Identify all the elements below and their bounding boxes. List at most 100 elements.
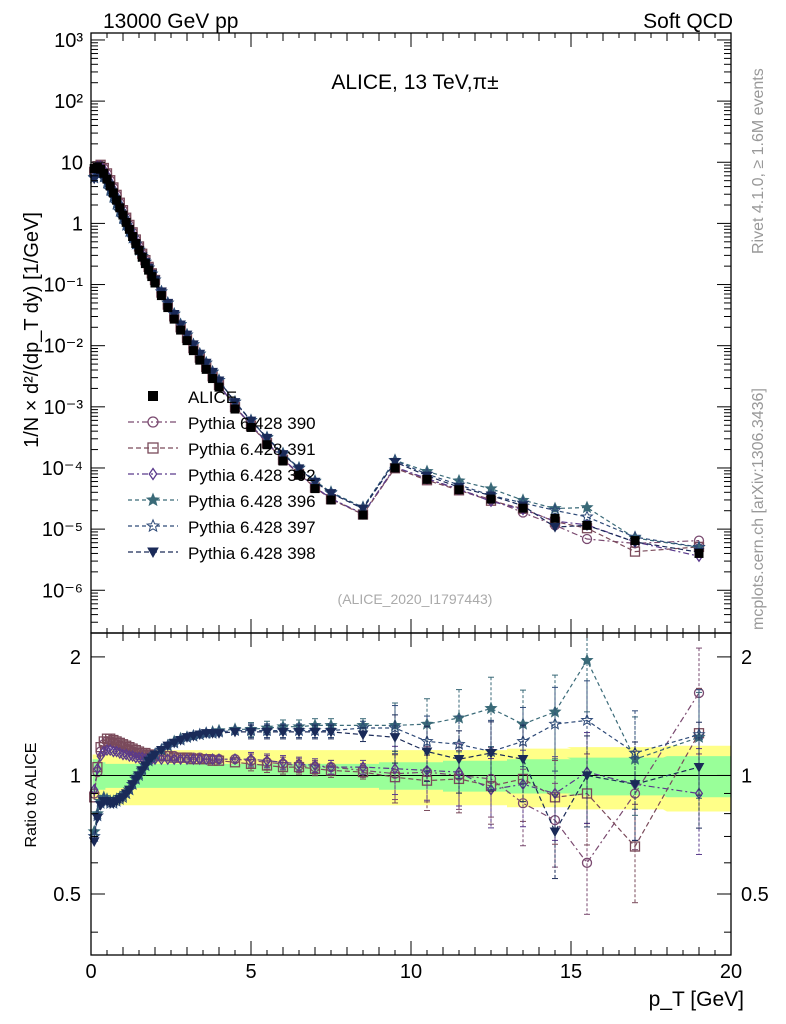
legend: ALICE Pythia 6.428 390 Pythia 6.428 391 Pyt… bbox=[128, 388, 316, 563]
ratio-point bbox=[230, 753, 240, 766]
series-point bbox=[293, 464, 305, 475]
ratio-point bbox=[156, 745, 167, 756]
ratio-point bbox=[277, 727, 289, 738]
legend-label: Pythia 6.428 390 bbox=[188, 414, 316, 433]
ratio-point bbox=[170, 753, 179, 766]
ratio-point bbox=[516, 734, 530, 748]
y-tick-label: 10⁻³ bbox=[44, 397, 84, 419]
x-tick-label: 5 bbox=[245, 961, 256, 983]
ratio-point bbox=[326, 761, 336, 774]
data-point bbox=[156, 291, 166, 301]
series-point bbox=[245, 416, 257, 427]
data-point bbox=[112, 195, 122, 205]
ratio-point bbox=[162, 741, 174, 752]
data-point bbox=[310, 484, 320, 494]
ratio-point bbox=[168, 738, 180, 749]
ratio-y-tick-label-right: 0.5 bbox=[741, 884, 769, 906]
ratio-point bbox=[176, 753, 185, 766]
y-tick-label: 10⁻⁵ bbox=[42, 519, 83, 541]
ratio-point bbox=[486, 783, 496, 796]
data-point bbox=[454, 485, 464, 495]
header-right: Soft QCD bbox=[643, 10, 733, 33]
ratio-point bbox=[131, 751, 140, 764]
ratio-point bbox=[581, 857, 593, 868]
ratio-point bbox=[188, 731, 199, 742]
series-point bbox=[309, 477, 321, 488]
data-point bbox=[294, 470, 304, 480]
data-point bbox=[358, 510, 368, 520]
data-point bbox=[99, 168, 109, 178]
ratio-point bbox=[453, 755, 465, 765]
legend-label: Pythia 6.428 391 bbox=[188, 440, 316, 459]
plot-title: ALICE, 13 TeV,π± bbox=[331, 71, 498, 94]
analysis-tag: (ALICE_2020_I1797443) bbox=[338, 591, 493, 607]
series-point bbox=[389, 457, 401, 468]
x-tick-label: 20 bbox=[720, 961, 742, 983]
ratio-point bbox=[261, 727, 273, 738]
legend-label: Pythia 6.428 392 bbox=[188, 466, 316, 485]
ratio-point bbox=[278, 756, 288, 769]
data-point bbox=[694, 548, 704, 558]
ratio-point bbox=[124, 785, 135, 796]
ratio-point bbox=[214, 753, 224, 766]
data-point bbox=[121, 217, 131, 227]
data-point bbox=[390, 463, 400, 473]
ratio-y-tick-label-right: 1 bbox=[741, 765, 752, 787]
ratio-point bbox=[92, 813, 103, 824]
ratio-point bbox=[189, 753, 198, 766]
y-tick-label: 10 bbox=[61, 152, 83, 174]
x-tick-label: 10 bbox=[400, 961, 422, 983]
legend-label-data: ALICE bbox=[188, 388, 237, 407]
main-panel: 10⁻⁶ 10⁻⁵ 10⁻⁴ 10⁻³ 10⁻² 10⁻¹ 1 10 10² 10³ bbox=[42, 30, 732, 634]
data-point bbox=[124, 224, 134, 234]
ratio-point bbox=[99, 745, 108, 758]
data-point bbox=[118, 210, 128, 220]
ratio-line bbox=[93, 719, 700, 837]
ratio-point bbox=[213, 729, 225, 739]
ratio-point bbox=[628, 746, 642, 759]
ratio-point bbox=[310, 759, 320, 772]
ratio-panel: 0 5 10 15 20 0.5 0.5 1 1 2 2 bbox=[53, 33, 769, 983]
data-point bbox=[150, 278, 160, 288]
series-point bbox=[549, 522, 561, 533]
data-point bbox=[182, 336, 192, 346]
data-point bbox=[326, 495, 336, 505]
ratio-point bbox=[325, 727, 337, 738]
data-point bbox=[246, 422, 256, 432]
ratio-point bbox=[309, 727, 321, 738]
series-point bbox=[168, 309, 180, 320]
legend-marker bbox=[147, 547, 159, 559]
ratio-point bbox=[175, 735, 186, 746]
legend-marker bbox=[147, 442, 159, 454]
ratio-point bbox=[549, 827, 561, 838]
data-point bbox=[201, 364, 211, 374]
ratio-point bbox=[102, 743, 112, 757]
series-point bbox=[277, 450, 289, 460]
data-point bbox=[163, 303, 173, 313]
ratio-point bbox=[580, 653, 594, 666]
ratio-point bbox=[518, 778, 528, 791]
data-point bbox=[176, 325, 186, 335]
data-point bbox=[278, 456, 288, 466]
y-axis-label: 1/N × d²/(dp_T dy) [1/GeV] bbox=[21, 212, 43, 448]
ratio-point bbox=[200, 729, 212, 739]
ratio-point bbox=[629, 841, 641, 852]
series-6-ratio bbox=[88, 714, 705, 880]
legend-marker bbox=[145, 492, 161, 507]
y-tick-label: 10³ bbox=[54, 30, 83, 52]
y-tick-label: 10⁻² bbox=[44, 336, 84, 358]
ratio-point bbox=[390, 762, 400, 775]
ratio-point bbox=[134, 751, 144, 764]
x-tick-label: 0 bbox=[85, 961, 96, 983]
ratio-point bbox=[163, 753, 172, 766]
series-point bbox=[484, 481, 498, 495]
y-axis-label-text: 1/N × d²/(dp_T dy) [1/GeV] bbox=[21, 212, 43, 448]
y-tick-label: 10⁻⁴ bbox=[42, 458, 83, 480]
ratio-point bbox=[118, 748, 128, 761]
series-point bbox=[325, 489, 337, 499]
ratio-point bbox=[629, 780, 641, 790]
legend-label: Pythia 6.428 396 bbox=[188, 492, 316, 511]
ratio-y-tick-label: 2 bbox=[70, 647, 81, 669]
